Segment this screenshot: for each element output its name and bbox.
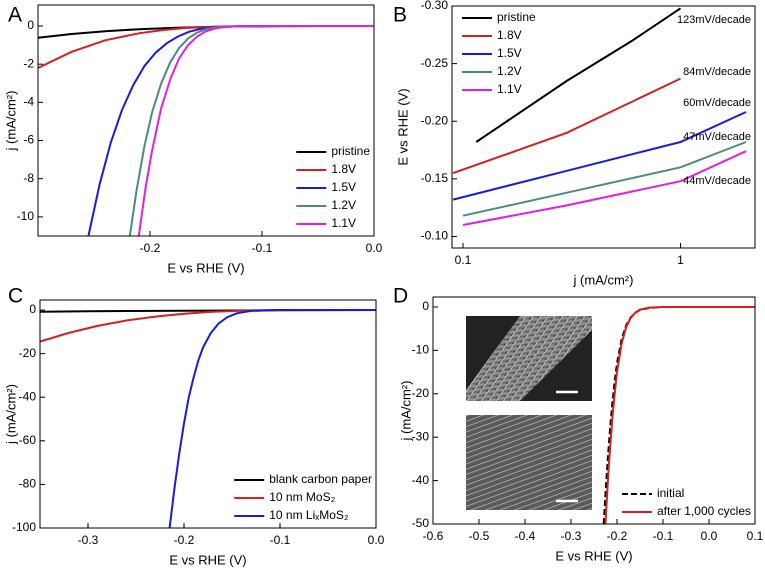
- plot-frame: [432, 296, 756, 525]
- legend-label: pristine: [331, 144, 370, 158]
- x-tick-label: -0.2: [174, 533, 195, 547]
- plot-frame: [39, 299, 377, 529]
- y-tick-label: -2: [23, 56, 34, 70]
- data-line: [452, 77, 681, 175]
- legend: blank carbon paper 10 nm MoS₂ 10 nm LiₓMoS…: [234, 472, 372, 522]
- y-axis-label: E vs RHE (V): [395, 88, 410, 165]
- plot-frame: [37, 4, 375, 237]
- y-tick-label: -10: [17, 209, 35, 223]
- data-line: [452, 111, 747, 201]
- legend: initial after 1,000 cycles: [621, 486, 751, 518]
- legend: pristine 1.8V 1.5V 1.2V 1.1V: [462, 10, 536, 96]
- x-tick-label: -0.1: [653, 529, 674, 543]
- x-tick-label: -0.1: [270, 533, 291, 547]
- legend-label: 1.2V: [497, 64, 522, 78]
- y-tick-label: 0: [27, 18, 34, 32]
- data-line: [137, 25, 374, 236]
- slope-annotation: 47mV/decade: [683, 131, 751, 143]
- y-tick-label: -0.15: [421, 171, 449, 185]
- y-tick-label: 0: [29, 302, 36, 316]
- x-tick-label: -0.5: [469, 529, 490, 543]
- data-line: [604, 306, 755, 524]
- slope-annotation: 44mV/decade: [683, 175, 751, 187]
- legend-label: 1.1V: [497, 82, 522, 96]
- y-tick-label: -4: [23, 95, 34, 109]
- x-axis-label: E vs RHE (V): [555, 548, 632, 563]
- y-axis-label: j (mA/cm²): [398, 381, 413, 442]
- legend-label: initial: [657, 486, 684, 500]
- x-axis-label: E vs RHE (V): [167, 260, 244, 275]
- y-tick-label: -100: [12, 520, 36, 534]
- y-tick-label: -60: [19, 433, 37, 447]
- y-tick-label: 0: [422, 299, 429, 313]
- data-line: [475, 7, 682, 143]
- y-tick-label: -40: [19, 389, 37, 403]
- y-tick-label: -80: [19, 477, 37, 491]
- x-tick-label: 0.0: [701, 529, 718, 543]
- y-tick-label: -50: [412, 516, 430, 530]
- legend-label: 1.8V: [497, 28, 522, 42]
- x-axis-label: E vs RHE (V): [169, 552, 246, 567]
- x-tick-label: 0.1: [455, 253, 472, 267]
- x-tick-label: -0.1: [252, 241, 273, 255]
- legend-label: 1.2V: [331, 198, 356, 212]
- data-line: [168, 309, 376, 528]
- x-tick-label: 1: [677, 253, 684, 267]
- legend-label: 10 nm LiₓMoS₂: [269, 508, 349, 522]
- panel-label: A: [8, 4, 22, 27]
- panel-label: D: [393, 285, 408, 308]
- y-tick-label: -10: [412, 343, 430, 357]
- y-tick-label: -8: [23, 171, 34, 185]
- x-tick-label: -0.6: [423, 529, 444, 543]
- legend-label: 1.1V: [331, 216, 356, 230]
- y-tick-label: -0.25: [421, 56, 449, 70]
- x-tick-label: 0.0: [366, 241, 383, 255]
- x-tick-label: -0.3: [78, 533, 99, 547]
- y-tick-label: -0.30: [421, 0, 449, 12]
- panel-label: B: [393, 4, 407, 27]
- legend-label: blank carbon paper: [269, 472, 372, 486]
- y-tick-label: -0.20: [421, 113, 449, 127]
- x-tick-label: -0.4: [515, 529, 536, 543]
- x-axis-label: j (mA/cm²): [573, 272, 634, 287]
- y-tick-label: -20: [19, 346, 37, 360]
- legend-label: 1.8V: [331, 162, 356, 176]
- legend-label: after 1,000 cycles: [657, 504, 751, 518]
- y-axis-label: j (mA/cm²): [3, 91, 18, 152]
- data-line: [462, 150, 747, 226]
- sem-inset-bottom: [466, 415, 592, 510]
- y-tick-label: -30: [412, 429, 430, 443]
- data-line: [462, 141, 747, 217]
- slope-annotation: 84mV/decade: [683, 66, 751, 78]
- y-tick-label: -0.10: [421, 229, 449, 243]
- y-tick-label: -20: [412, 386, 430, 400]
- legend-label: pristine: [497, 10, 536, 24]
- legend: pristine 1.8V 1.5V 1.2V 1.1V: [296, 144, 370, 230]
- plot-frame: [451, 5, 756, 249]
- y-axis-label: j (mA/cm²): [3, 384, 18, 445]
- x-tick-label: 0.1: [747, 529, 764, 543]
- legend-label: 10 nm MoS₂: [269, 490, 335, 504]
- y-tick-label: -40: [412, 473, 430, 487]
- x-tick-label: 0.0: [368, 533, 385, 547]
- slope-annotation: 60mV/decade: [683, 97, 751, 109]
- legend-label: 1.5V: [331, 180, 356, 194]
- slope-annotation: 123mV/decade: [677, 14, 751, 26]
- panel-label: C: [8, 285, 23, 308]
- legend-label: 1.5V: [497, 46, 522, 60]
- x-tick-label: -0.2: [607, 529, 628, 543]
- x-tick-label: -0.2: [140, 241, 161, 255]
- x-tick-label: -0.3: [561, 529, 582, 543]
- sem-inset-top: [466, 316, 592, 401]
- y-tick-label: -6: [23, 133, 34, 147]
